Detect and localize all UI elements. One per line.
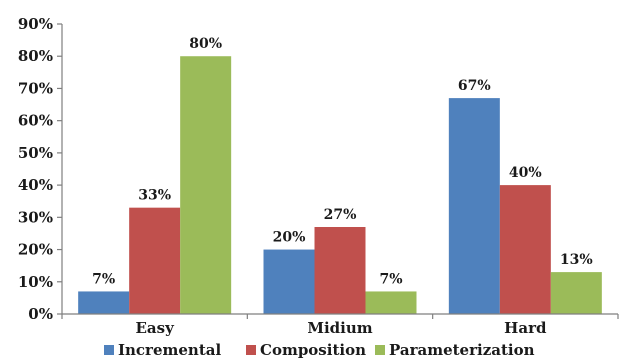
bar-parameterization-hard [550, 272, 602, 314]
data-label: 67% [458, 78, 491, 94]
bar-parameterization-midium [365, 291, 417, 314]
data-label: 40% [509, 165, 542, 181]
data-label: 20% [273, 230, 306, 246]
x-tick-label: Midium [307, 319, 372, 337]
y-tick-label: 20% [18, 241, 53, 259]
y-tick-label: 70% [18, 79, 53, 97]
x-tick-label: Hard [504, 319, 547, 337]
data-label: 7% [92, 271, 115, 287]
y-tick-label: 50% [18, 144, 53, 162]
y-tick-label: 30% [18, 208, 53, 226]
legend-swatch [104, 345, 114, 355]
legend-swatch [375, 345, 385, 355]
bar-incremental-midium [263, 249, 315, 314]
data-label: 33% [138, 188, 171, 204]
data-label: 80% [189, 36, 222, 52]
y-tick-label: 90% [18, 15, 53, 33]
data-label: 27% [324, 207, 357, 223]
legend-label: Incremental [118, 341, 221, 359]
legend-swatch [246, 345, 256, 355]
y-axis: 0% 10% 20% 30% 40% 50% 60% 70% 80% 90% [18, 15, 63, 323]
y-tick-label: 80% [18, 47, 53, 65]
legend: Incremental Composition Parameterization [104, 341, 535, 359]
bar-composition-midium [314, 227, 366, 314]
y-tick-label: 40% [18, 176, 53, 194]
y-tick-label: 60% [18, 112, 53, 130]
bar-incremental-easy [78, 291, 130, 314]
legend-label: Parameterization [389, 341, 535, 359]
legend-label: Composition [260, 341, 366, 359]
y-tick-label: 10% [18, 273, 53, 291]
bars [78, 56, 602, 314]
data-label: 13% [560, 252, 593, 268]
x-axis: Easy Midium Hard [61, 313, 619, 337]
bar-composition-easy [129, 207, 181, 314]
bar-incremental-hard [448, 98, 500, 314]
y-tick-label: 0% [28, 305, 53, 323]
bar-parameterization-easy [180, 56, 232, 314]
bar-composition-hard [499, 185, 551, 314]
data-labels: 7% 33% 80% 20% 27% 7% 67% 40% 13% [92, 36, 593, 287]
data-label: 7% [379, 271, 402, 287]
x-tick-label: Easy [136, 319, 176, 337]
